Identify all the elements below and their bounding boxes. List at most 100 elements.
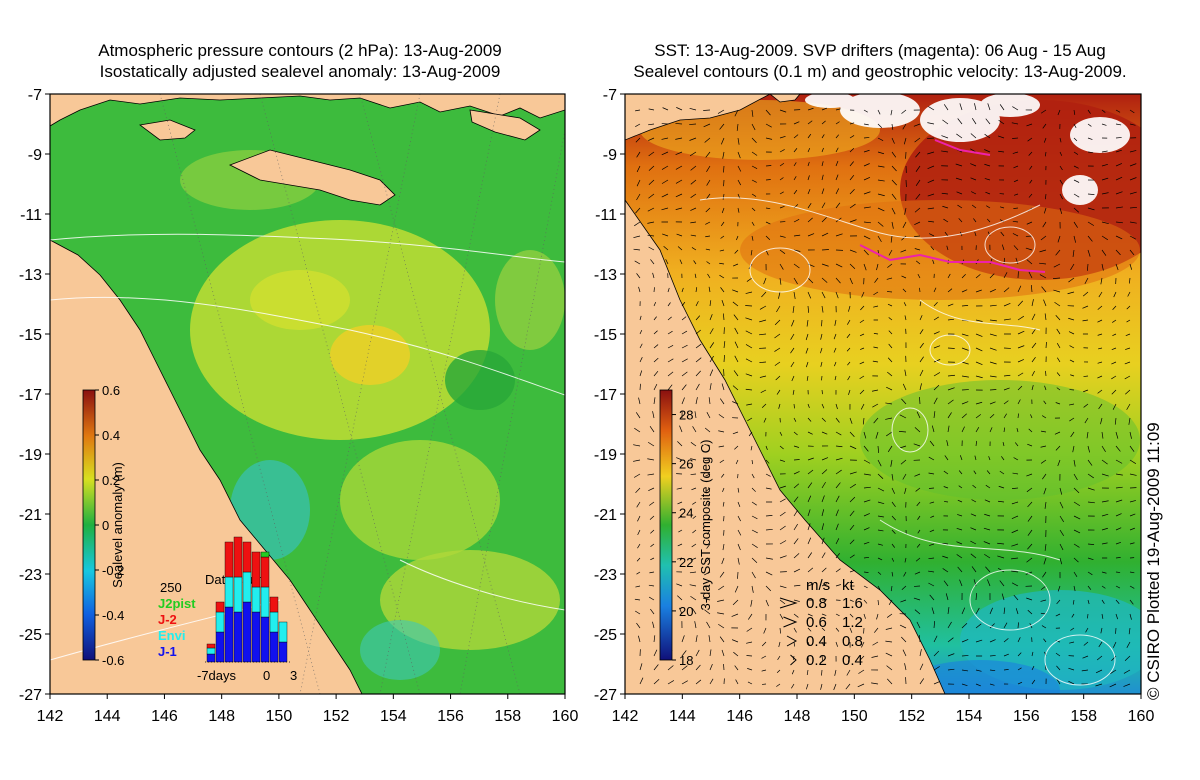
longitude-tick-label: 154 [380, 708, 407, 725]
colorbar-tick-label: 18 [679, 653, 693, 668]
sealevel-contours [699, 197, 1116, 686]
latitude-tick-label: -27 [594, 687, 617, 704]
colorbar-tick-label: 28 [679, 408, 693, 423]
colorbar-tick-label: 0.6 [102, 383, 120, 398]
svp-drifter-tracks [859, 139, 1046, 273]
right-title-line-1: SST: 13-Aug-2009. SVP drifters (magenta)… [654, 41, 1106, 60]
longitude-tick-label: 156 [1013, 708, 1040, 725]
data-count-bar-segment [224, 576, 234, 608]
data-count-bar-segment [242, 601, 252, 663]
data-count-bar-segment [215, 601, 225, 613]
data-count-bar-segment [242, 571, 252, 603]
colorbar-tick-label: -0.6 [102, 653, 124, 668]
velocity-legend-ms-header: m/s [806, 577, 830, 594]
data-count-bar-segment [251, 551, 261, 588]
land [625, 94, 946, 694]
right-map-title: SST: 13-Aug-2009. SVP drifters (magenta)… [585, 40, 1175, 82]
latitude-tick-label: -15 [594, 327, 617, 344]
latitude-tick-label: -17 [19, 387, 42, 404]
data-count-bar-segment [215, 631, 225, 663]
latitude-tick-label: -9 [28, 147, 42, 164]
data-count-bar-segment [260, 586, 270, 618]
velocity-legend-kt: 0.8 [842, 633, 863, 650]
latitude-tick-label: -15 [19, 327, 42, 344]
data-count-x-end: 3 [290, 668, 297, 683]
colorbar-tick-label: -0.4 [102, 608, 124, 623]
latitude-tick-label: -27 [19, 687, 42, 704]
cloud-gaps [805, 94, 1130, 205]
data-count-bar-segment [251, 586, 261, 613]
data-count-bar-segment [269, 611, 279, 633]
latitude-tick-label: -11 [595, 207, 617, 224]
right-map-axes: -7 -9 -11 -13 -15 -17 -19 -21 -23 -25 -27 142 144 146… [594, 87, 1155, 725]
latitude-tick-label: -7 [28, 87, 42, 104]
velocity-legend-kt: 1.6 [842, 595, 863, 612]
data-count-legend-j2: J-2 [158, 612, 177, 627]
land [50, 94, 565, 694]
longitude-tick-label: 154 [956, 708, 983, 725]
data-count-bar-segment [224, 606, 234, 663]
longitude-tick-label: 146 [151, 708, 178, 725]
latitude-tick-label: -21 [594, 507, 617, 524]
left-title-line-1: Atmospheric pressure contours (2 hPa): 1… [98, 41, 502, 60]
data-count-bar-segment [278, 641, 288, 663]
longitude-tick-label: 146 [726, 708, 753, 725]
velocity-legend: m/s kt 0.8 1.6 0.6 1.2 0.4 0.8 0.2 0.4 [779, 577, 863, 669]
velocity-legend-arrow [783, 616, 798, 628]
left-map-title: Atmospheric pressure contours (2 hPa): 1… [30, 40, 570, 82]
longitude-tick-label: 158 [494, 708, 521, 725]
data-count-bar-segment [206, 653, 216, 663]
sealevel-anomaly-map [50, 94, 565, 694]
data-count-bar-segment [206, 643, 216, 649]
longitude-tick-label: 152 [323, 708, 350, 725]
left-map-axes: -7 -9 -11 -13 -15 -17 -19 -21 -23 -25 -27 142 144 146… [19, 87, 579, 725]
velocity-legend-arrow [779, 597, 798, 609]
data-count-bar-segment [269, 631, 279, 663]
data-count-bar-segment [242, 541, 252, 573]
sealevel-colorbar-ticks: 0.6 0.4 0.2 0 -0.2 -0.4 -0.6 [95, 383, 124, 668]
longitude-tick-label: 158 [1070, 708, 1097, 725]
longitude-tick-label: 144 [94, 708, 121, 725]
longitude-tick-label: 160 [1128, 708, 1155, 725]
right-title-line-2: Sealevel contours (0.1 m) and geostrophi… [633, 62, 1127, 81]
latitude-tick-label: -21 [19, 507, 42, 524]
velocity-legend-kt: 1.2 [842, 614, 863, 631]
longitude-tick-label: 150 [841, 708, 868, 725]
data-count-bar-segment [269, 596, 279, 613]
latitude-tick-label: -17 [594, 387, 617, 404]
velocity-legend-kt: 0.4 [842, 652, 863, 669]
latitude-tick-label: -19 [19, 447, 42, 464]
longitude-tick-label: 148 [208, 708, 235, 725]
latitude-tick-label: -23 [19, 567, 42, 584]
data-count-bars [206, 536, 288, 663]
data-count-bar-segment [260, 551, 270, 558]
anomaly-blobs [180, 150, 565, 680]
latitude-tick-label: -25 [19, 627, 42, 644]
geostrophic-velocity-arrows [633, 103, 1137, 691]
latitude-tick-label: -23 [594, 567, 617, 584]
longitude-tick-label: 150 [266, 708, 293, 725]
data-count-legend-j1: J-1 [158, 644, 177, 659]
sst-colorbar-label: 3-day SST composite (deg C) [698, 440, 713, 611]
velocity-legend-ms: 0.8 [806, 595, 827, 612]
colorbar-tick-label: -0.2 [102, 563, 124, 578]
latitude-tick-label: -19 [594, 447, 617, 464]
velocity-legend-arrow [790, 654, 797, 666]
velocity-legend-arrow [786, 635, 798, 647]
latitude-tick-label: -13 [19, 267, 42, 284]
data-count-bar-segment [251, 611, 261, 663]
data-count-y-label: 250 [160, 580, 182, 595]
latitude-tick-label: -13 [594, 267, 617, 284]
latitude-tick-label: -7 [603, 87, 617, 104]
sst-colorbar-ticks: 28 26 24 22 20 18 [672, 408, 693, 668]
colorbar-tick-label: 0.4 [102, 428, 120, 443]
colorbar-tick-label: 0.2 [102, 473, 120, 488]
data-count-legend-j2pist: J2pist [158, 596, 196, 611]
data-count-bar-segment [233, 536, 243, 578]
data-count-bar-segment [215, 611, 225, 633]
credit-text: © CSIRO Plotted 19-Aug-2009 11:09 [1144, 422, 1163, 700]
left-title-line-2: Isostatically adjusted sealevel anomaly:… [99, 62, 501, 81]
